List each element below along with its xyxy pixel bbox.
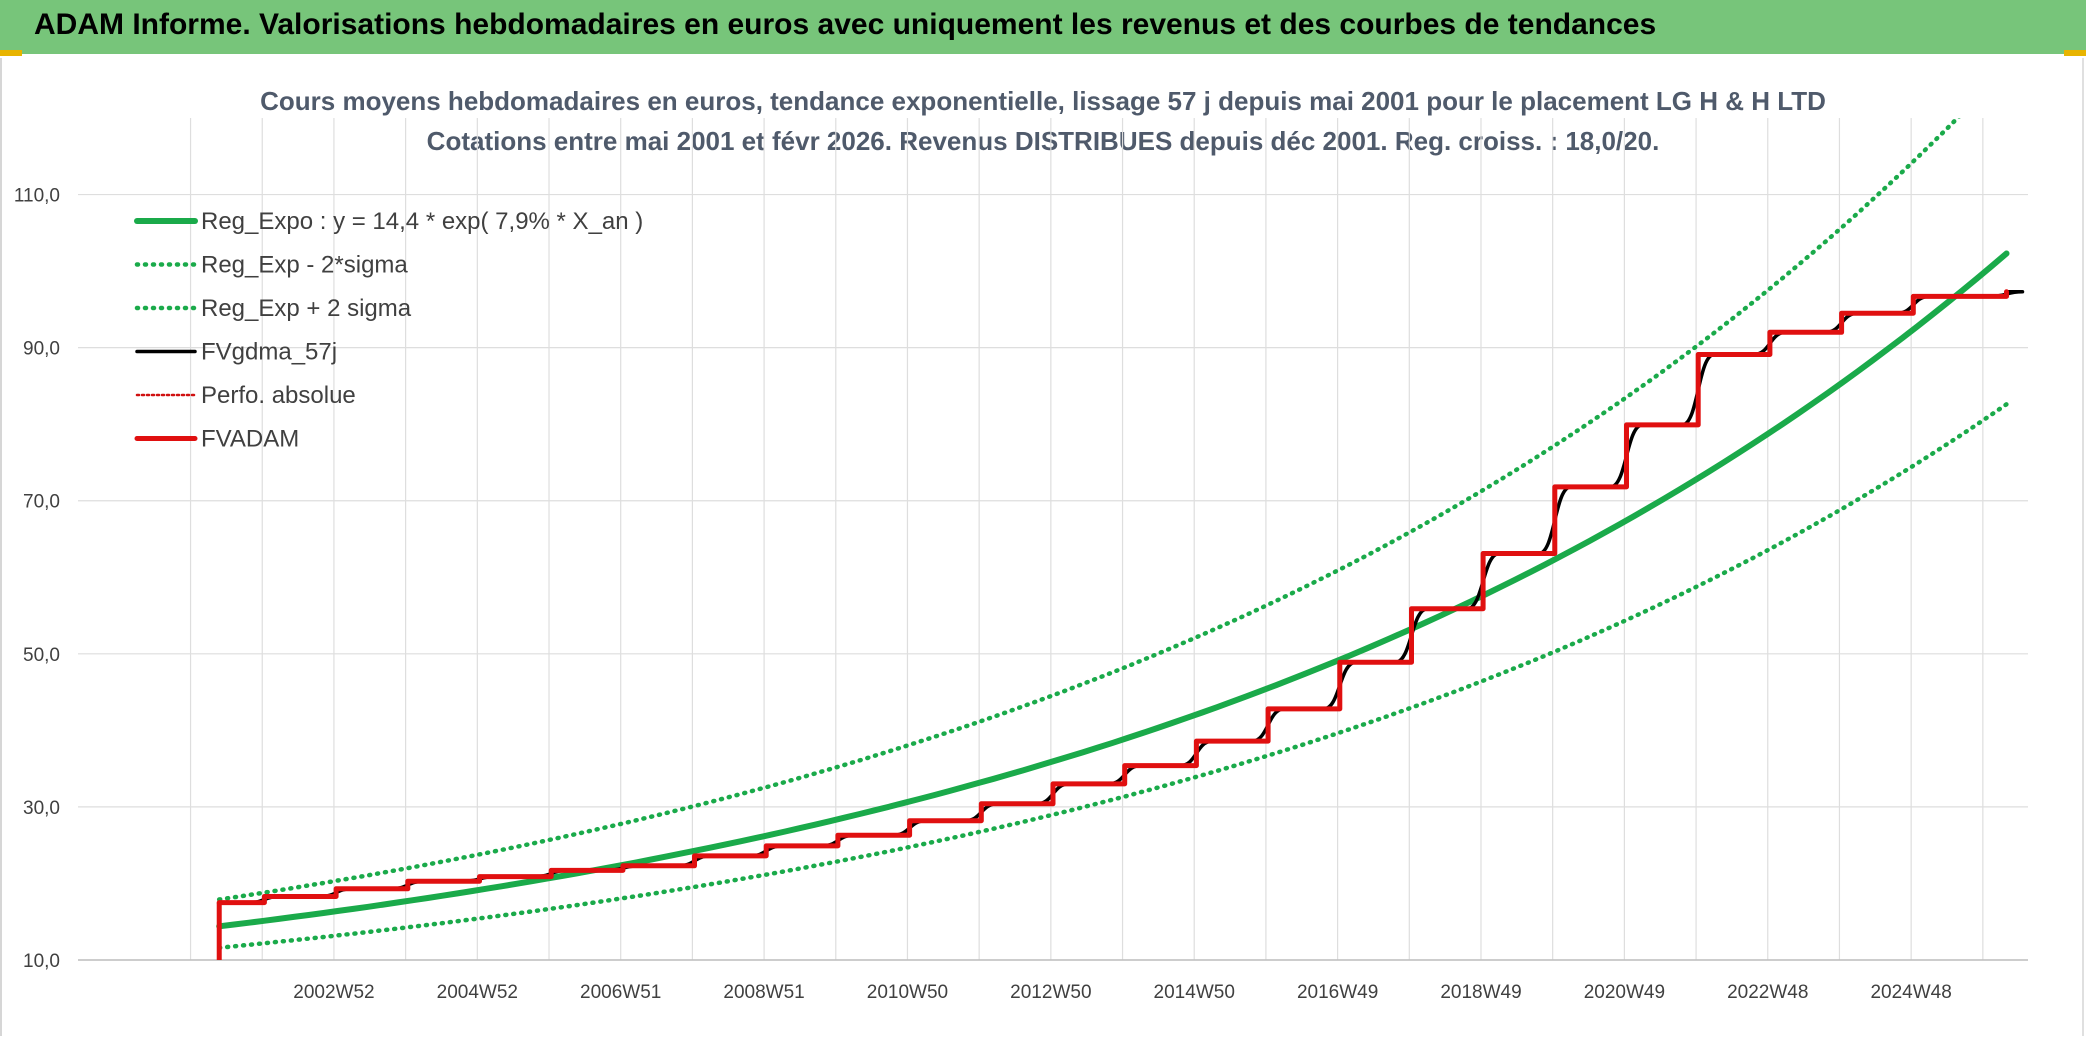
chart-subtitle: Cotations entre mai 2001 et févr 2026. R… [426, 126, 1660, 156]
series-lines [216, 118, 2025, 960]
x-tick-label: 2016W49 [1297, 982, 1378, 1003]
x-tick-label: 2006W51 [580, 982, 661, 1003]
y-tick-label: 10,0 [23, 951, 60, 972]
x-tick-label: 2008W51 [723, 982, 804, 1003]
corner-mark-left [0, 50, 22, 56]
page-title: ADAM Informe. Valorisations hebdomadaire… [34, 8, 1657, 41]
legend-label-3: Reg_Exp + 2 sigma [201, 295, 412, 322]
x-tick-label: 2020W49 [1584, 982, 1665, 1003]
series-group [216, 118, 2025, 960]
legend-label-4: FVgdma_57j [201, 339, 337, 366]
x-tick-label: 2024W48 [1870, 982, 1951, 1003]
y-tick-label: 30,0 [23, 798, 60, 819]
x-tick-label: 2010W50 [867, 982, 948, 1003]
x-tick-label: 2022W48 [1727, 982, 1808, 1003]
y-tick-label: 90,0 [23, 339, 60, 360]
chart-title: Cours moyens hebdomadaires en euros, ten… [260, 86, 1826, 116]
x-tick-label: 2004W52 [437, 982, 518, 1003]
x-tick-label: 2012W50 [1010, 982, 1091, 1003]
grid [78, 118, 2028, 961]
corner-mark-right [2064, 50, 2086, 56]
series-line-4 [217, 290, 2025, 905]
x-tick-label: 2018W49 [1440, 982, 1521, 1003]
chart-frame [0, 58, 2084, 1036]
y-tick-label: 70,0 [23, 492, 60, 513]
legend: Reg_Expo : y = 14,4 * exp( 7,9% * X_an )… [134, 208, 643, 453]
legend-label-1: Reg_Expo : y = 14,4 * exp( 7,9% * X_an ) [201, 208, 643, 235]
legend-label-6: FVADAM [201, 426, 299, 453]
y-tick-label: 110,0 [14, 186, 60, 207]
series-line-3 [216, 118, 1961, 902]
series-line-6 [216, 289, 2009, 906]
x-axis-ticks: 2002W52 2004W52 2006W51 2008W51 2010W50 2012W… [293, 982, 1952, 1003]
header-banner: ADAM Informe. Valorisations hebdomadaire… [0, 0, 2086, 54]
x-tick-label: 2014W50 [1154, 982, 1235, 1003]
y-axis-ticks: 10,0 30,0 50,0 70,0 90,0 110,0 [14, 186, 60, 972]
x-tick-label: 2002W52 [293, 982, 374, 1003]
y-tick-label: 50,0 [23, 645, 60, 666]
legend-label-5: Perfo. absolue [201, 382, 356, 409]
series-line-2 [216, 402, 2009, 951]
legend-label-2: Reg_Exp - 2*sigma [201, 252, 408, 279]
series-line-1 [216, 250, 2010, 930]
